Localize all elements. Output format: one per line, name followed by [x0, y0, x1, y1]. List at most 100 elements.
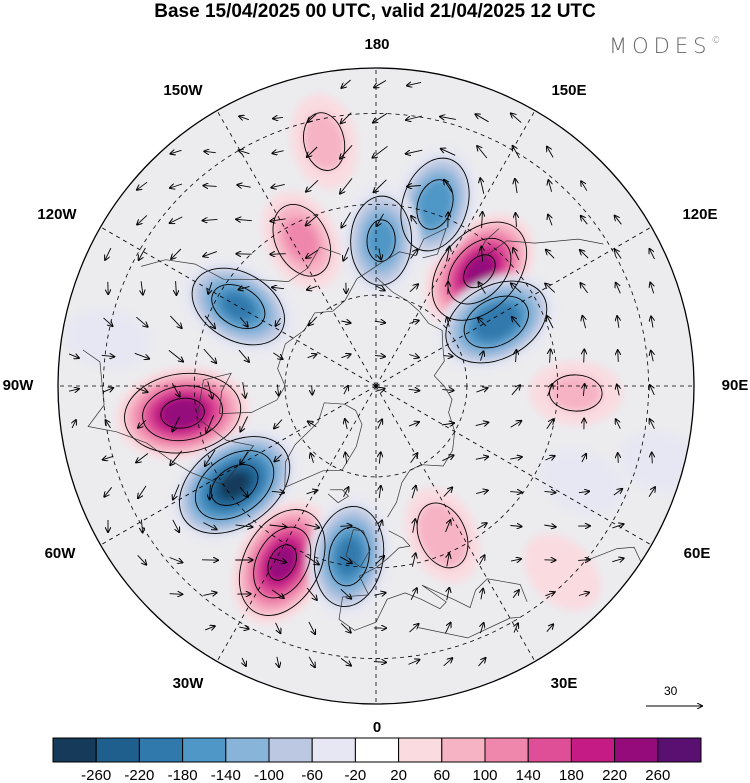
colorbar-box — [441, 737, 486, 763]
wind-arrow — [308, 621, 315, 634]
colorbar-box — [614, 737, 659, 763]
wind-arrow — [410, 453, 418, 464]
longitude-labels: 180 150E 120E 90E 60E 30E 0 30W 60W 90W 120W 150W — [3, 36, 749, 736]
wind-arrow — [378, 419, 382, 429]
wind-arrow — [510, 457, 522, 459]
longitude-label-lon-60e: 60E — [684, 545, 711, 562]
contour-line — [303, 112, 346, 171]
wind-arrow — [237, 185, 251, 187]
wind-arrow — [578, 593, 589, 596]
wind-arrow — [580, 283, 588, 294]
contour-line — [463, 254, 496, 289]
wind-arrow — [513, 146, 520, 159]
wind-arrow — [547, 147, 554, 158]
anomaly-center — [262, 191, 342, 290]
colorbar-label: 180 — [559, 767, 584, 783]
wind-arrow — [240, 451, 249, 465]
wind-arrow — [511, 283, 522, 293]
wind-arrow — [235, 525, 253, 527]
wind-arrow — [412, 486, 416, 499]
wind-arrow — [207, 381, 213, 398]
anomaly-level — [335, 537, 363, 576]
wind-arrow — [169, 594, 183, 595]
wind-arrow — [475, 422, 489, 425]
longitude-label-lon-90w: 90W — [3, 377, 35, 394]
wind-arrow — [440, 117, 456, 120]
wind-arrow — [515, 179, 517, 194]
wind-arrow — [582, 316, 585, 329]
wind-arrow — [477, 523, 486, 530]
anomaly-center — [342, 184, 420, 298]
coastline — [483, 238, 604, 258]
wind-arrow — [510, 421, 522, 428]
contour-line — [366, 219, 396, 263]
wind-arrow — [613, 489, 622, 496]
colorbar-box — [182, 737, 227, 763]
wind-arrow — [516, 350, 517, 363]
wind-arrow — [306, 249, 319, 258]
coastline — [345, 529, 371, 568]
wind-arrow — [137, 181, 148, 190]
anomaly-center — [307, 496, 391, 617]
wind-arrow — [103, 317, 113, 326]
anomaly-contours — [124, 372, 242, 454]
wind-arrow — [410, 250, 418, 259]
wind-arrow — [269, 525, 287, 527]
wind-arrow — [379, 248, 381, 260]
wind-arrow — [441, 423, 454, 425]
colorbar-label: -140 — [211, 767, 241, 783]
wind-arrow — [240, 416, 249, 432]
wind-arrow — [617, 385, 619, 396]
longitude-label-lon-180: 180 — [364, 36, 389, 53]
contour-line — [142, 385, 224, 442]
wind-arrow — [510, 526, 521, 527]
wind-arrow — [584, 350, 585, 363]
wind-arrow — [103, 456, 114, 459]
colorbar-label: 260 — [645, 767, 670, 783]
wind-arrow — [136, 387, 147, 392]
colorbar-box — [311, 737, 356, 763]
contour-line — [447, 237, 512, 305]
contour-line — [124, 372, 242, 454]
wind-arrow — [476, 388, 488, 393]
wind-arrow — [514, 623, 518, 633]
contour-line — [416, 502, 469, 569]
wind-arrow — [204, 151, 216, 152]
anomaly-level — [366, 219, 396, 262]
longitude-label-lon-120w: 120W — [37, 206, 77, 223]
wind-arrow — [578, 491, 589, 492]
wind-arrow — [134, 352, 149, 358]
wind-arrow — [238, 349, 249, 362]
coastline — [284, 402, 363, 488]
anomaly-contours — [272, 204, 332, 277]
anomaly-level — [524, 534, 601, 611]
wind-arrow — [648, 487, 655, 498]
anomaly-center — [524, 534, 601, 611]
wind-arrow — [618, 453, 619, 463]
wind-arrow — [547, 384, 553, 397]
wind-arrow — [374, 593, 385, 596]
wind-arrow — [340, 526, 351, 527]
wind-arrow — [171, 383, 179, 396]
anomaly-center — [115, 367, 250, 460]
wind-arrow — [239, 286, 250, 289]
wind-arrow — [340, 144, 353, 158]
wind-arrow — [581, 181, 588, 191]
wind-arrow — [340, 178, 353, 193]
wind-arrow — [510, 559, 521, 561]
anomaly-level — [416, 179, 454, 230]
wind-arrow — [379, 452, 380, 464]
wind-arrow — [407, 82, 422, 85]
wind-arrow — [408, 660, 420, 665]
wind-arrow — [546, 624, 553, 632]
wind-arrow — [374, 321, 385, 323]
wind-arrow — [379, 486, 381, 499]
wind-arrow — [650, 249, 655, 260]
wind-arrow — [516, 213, 517, 227]
wind-arrow — [306, 490, 318, 494]
colorbar-label: -260 — [81, 767, 111, 783]
meridian-line — [375, 385, 536, 662]
wind-arrow — [277, 384, 278, 396]
wind-arrow — [101, 355, 115, 356]
wind-arrow — [137, 215, 148, 224]
